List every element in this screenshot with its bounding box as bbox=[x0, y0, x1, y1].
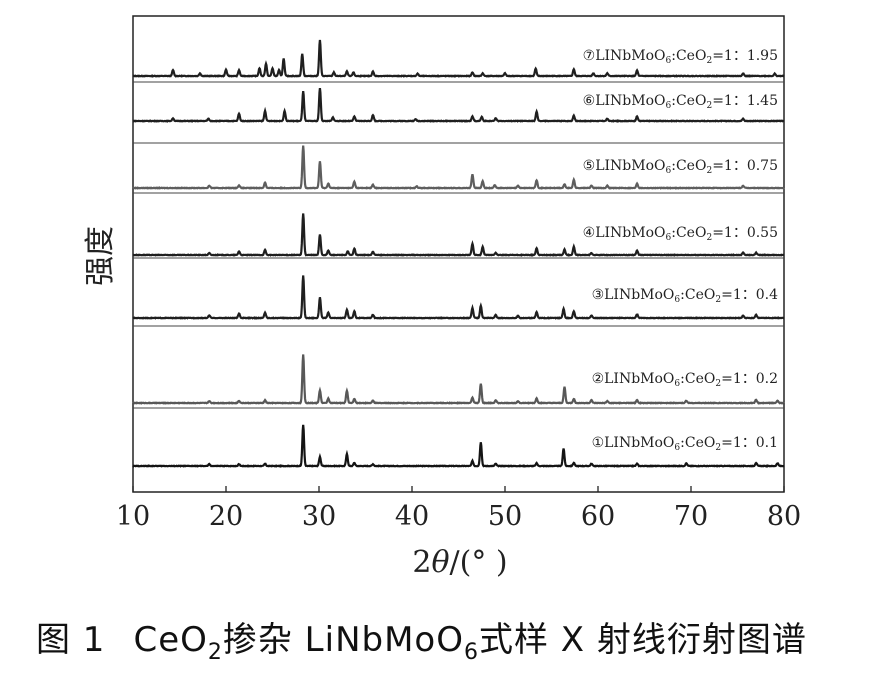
series-4-label-mid: :CeO bbox=[671, 225, 706, 241]
series-label-3: ⑤LINbMoO6:CeO2=1：0.75 bbox=[583, 158, 778, 176]
series-3-label-end: =1：0.75 bbox=[712, 158, 778, 174]
series-5-label-sub-1: 6 bbox=[674, 295, 680, 305]
series-4-label-end: =1：0.55 bbox=[712, 225, 778, 241]
series-7-label-sub-2: 2 bbox=[715, 443, 721, 453]
series-label-7: ①LINbMoO6:CeO2=1：0.1 bbox=[592, 435, 778, 453]
series-3-label-main: ⑤LINbMoO bbox=[583, 158, 666, 174]
series-7-label-mid: :CeO bbox=[680, 435, 715, 451]
x-axis-label-prefix: 2 bbox=[412, 545, 431, 580]
caption-text-a: CeO bbox=[133, 620, 208, 660]
x-tick-labels: 10 20 30 40 50 60 70 80 bbox=[116, 501, 801, 532]
series-7-label-main: ①LINbMoO bbox=[592, 435, 675, 451]
series-3-label-sub-2: 2 bbox=[706, 166, 712, 176]
series-5-label-sub-2: 2 bbox=[715, 295, 721, 305]
series-6-label-end: =1：0.2 bbox=[721, 371, 778, 387]
panel-separators bbox=[133, 81, 784, 409]
series-4-label-sub-2: 2 bbox=[706, 233, 712, 243]
series-2-label-main: ⑥LINbMoO bbox=[583, 93, 666, 109]
series-label-2: ⑥LINbMoO6:CeO2=1：1.45 bbox=[583, 93, 778, 111]
series-label-5: ③LINbMoO6:CeO2=1：0.4 bbox=[592, 287, 779, 305]
x-tick-label-80: 80 bbox=[767, 501, 801, 532]
x-tick-label-20: 20 bbox=[209, 501, 243, 532]
series-6-label-sub-1: 6 bbox=[674, 379, 680, 389]
y-axis-label: 强度 bbox=[83, 226, 118, 286]
series-2-label-sub-2: 2 bbox=[706, 101, 712, 111]
caption-sub-a: 2 bbox=[207, 639, 223, 665]
caption-sub-b: 6 bbox=[464, 639, 479, 665]
x-axis-label-theta: θ bbox=[431, 545, 449, 580]
series-trace-3 bbox=[132, 145, 785, 190]
xrd-chart: ⑦LINbMoO6:CeO2=1：1.95⑥LINbMoO6:CeO2=1：1.… bbox=[83, 15, 801, 580]
x-tick-label-60: 60 bbox=[581, 501, 615, 532]
series-label-6: ②LINbMoO6:CeO2=1：0.2 bbox=[592, 371, 778, 389]
x-axis-label-unit: /(° ) bbox=[450, 545, 508, 580]
figure-caption: 图 1 CeO2掺杂 LiNbMoO6式样 X 射线衍射图谱 bbox=[0, 612, 881, 665]
series-5-label-end: =1：0.4 bbox=[721, 287, 778, 303]
series-label-4: ④LINbMoO6:CeO2=1：0.55 bbox=[583, 225, 778, 243]
series-6-label-sub-2: 2 bbox=[715, 379, 721, 389]
series-1-label-sub-2: 2 bbox=[706, 56, 712, 66]
series-7-label-sub-1: 6 bbox=[674, 443, 680, 453]
series-1-label-sub-1: 6 bbox=[666, 56, 672, 66]
series-trace-7 bbox=[132, 424, 785, 468]
series-5-label-main: ③LINbMoO bbox=[592, 287, 675, 303]
series-trace-4 bbox=[132, 213, 785, 257]
series-7-label-end: =1：0.1 bbox=[721, 435, 778, 451]
x-axis-label: 2θ/(° ) bbox=[412, 545, 507, 580]
caption-text-b: 掺杂 LiNbMoO bbox=[222, 620, 464, 660]
caption-fig-label: 图 1 bbox=[36, 620, 106, 660]
caption-text-c: 式样 X 射线衍射图谱 bbox=[479, 620, 807, 660]
series-4-label-main: ④LINbMoO bbox=[583, 225, 666, 241]
x-tick-label-40: 40 bbox=[395, 501, 429, 532]
series-trace-6 bbox=[132, 354, 785, 405]
series-2-label-mid: :CeO bbox=[671, 93, 706, 109]
x-tick-label-10: 10 bbox=[116, 501, 150, 532]
x-tick-label-50: 50 bbox=[488, 501, 522, 532]
series-4-label-sub-1: 6 bbox=[666, 233, 672, 243]
series-1-label-mid: :CeO bbox=[671, 48, 706, 64]
series-6-label-mid: :CeO bbox=[680, 371, 715, 387]
series-6-label-main: ②LINbMoO bbox=[592, 371, 675, 387]
series-trace-5 bbox=[132, 275, 785, 320]
series-trace-2 bbox=[132, 87, 785, 123]
series-label-1: ⑦LINbMoO6:CeO2=1：1.95 bbox=[583, 48, 778, 66]
series-labels: ⑦LINbMoO6:CeO2=1：1.95⑥LINbMoO6:CeO2=1：1.… bbox=[583, 48, 778, 453]
x-tick-label-30: 30 bbox=[302, 501, 336, 532]
series-5-label-mid: :CeO bbox=[680, 287, 715, 303]
series-trace-1 bbox=[132, 39, 785, 78]
series-2-label-sub-1: 6 bbox=[666, 101, 672, 111]
series-traces bbox=[132, 39, 785, 468]
series-2-label-end: =1：1.45 bbox=[712, 93, 778, 109]
series-3-label-sub-1: 6 bbox=[666, 166, 672, 176]
series-3-label-mid: :CeO bbox=[671, 158, 706, 174]
x-axis-ticks bbox=[132, 486, 785, 492]
series-1-label-end: =1：1.95 bbox=[712, 48, 778, 64]
x-tick-label-70: 70 bbox=[674, 501, 708, 532]
series-1-label-main: ⑦LINbMoO bbox=[583, 48, 666, 64]
